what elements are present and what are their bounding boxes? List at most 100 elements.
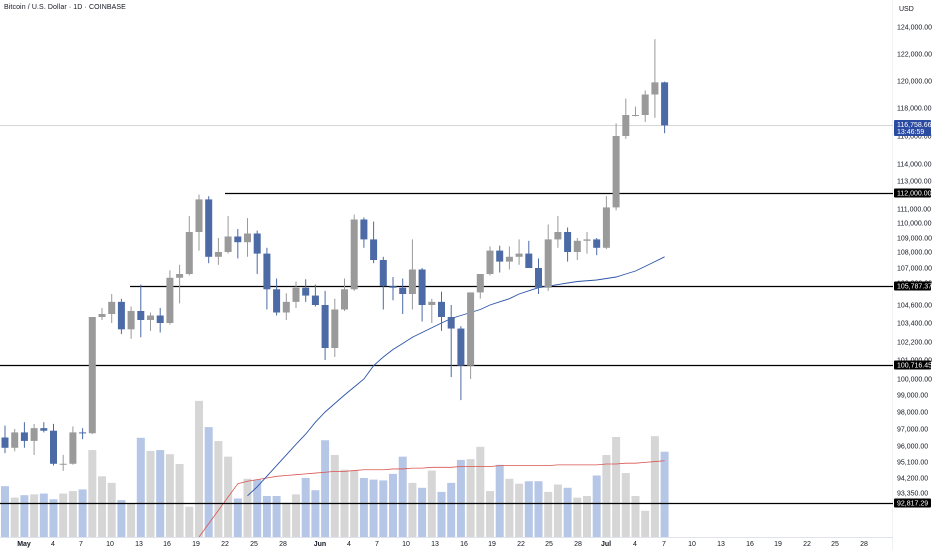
- volume-bar: [505, 478, 514, 537]
- candle-body: [292, 287, 300, 302]
- candle: [408, 239, 416, 310]
- candle-body: [127, 311, 135, 330]
- candle: [98, 308, 106, 320]
- time-tick-label: 25: [250, 541, 258, 548]
- symbol-title: Bitcoin / U.S. Dollar · 1D · COINBASE: [4, 4, 126, 11]
- price-tag-countdown: 13:46:59: [897, 129, 924, 136]
- time-axis[interactable]: May 4 7 10 13 16 19 22 25 28 Jun 4 7 10 13 16 19 22 25 28 Ju…: [17, 541, 868, 548]
- time-tick-label: 10: [106, 541, 114, 548]
- time-tick-label: 25: [545, 541, 553, 548]
- candle-body: [88, 317, 96, 434]
- candle: [321, 290, 329, 360]
- candle-body: [486, 250, 494, 274]
- candle-body: [525, 253, 533, 268]
- volume-bar: [117, 500, 126, 537]
- candle: [593, 238, 601, 256]
- candle: [476, 274, 484, 299]
- time-tick-label: 4: [633, 541, 637, 548]
- volume-bar: [330, 455, 339, 537]
- candle: [282, 293, 290, 320]
- candle: [399, 278, 407, 314]
- time-tick-label: 28: [860, 541, 868, 548]
- candle-body: [253, 233, 261, 254]
- candle-body: [176, 274, 184, 278]
- candle: [389, 277, 397, 301]
- price-tick-label: 118,000.00: [897, 106, 932, 113]
- volume-bar: [107, 482, 116, 537]
- volume-bar: [30, 494, 39, 537]
- price-tick-label: 111,000.00: [897, 207, 931, 214]
- candle-body: [593, 239, 601, 248]
- volume-bar: [486, 491, 494, 537]
- volume-bar: [1, 486, 9, 537]
- volume-bar: [321, 440, 330, 537]
- volume-bar: [408, 482, 417, 537]
- candle: [137, 284, 145, 338]
- candle: [486, 246, 494, 276]
- candle: [156, 308, 164, 333]
- candle: [341, 278, 348, 311]
- candle-body: [117, 301, 125, 330]
- candle: [147, 312, 154, 331]
- candle-body: [156, 315, 164, 323]
- candle-body: [515, 253, 523, 257]
- time-tick-label: 25: [831, 541, 839, 548]
- candle-body: [554, 232, 562, 240]
- candle-body: [632, 115, 639, 116]
- candle: [40, 422, 48, 433]
- price-tick-label: 96,000.00: [897, 444, 928, 451]
- candle-body: [505, 256, 513, 262]
- time-tick-label: 22: [221, 541, 229, 548]
- volume-bar: [136, 437, 145, 537]
- price-ma-layer: [247, 256, 665, 497]
- candle-body: [408, 269, 416, 294]
- candle: [234, 229, 242, 259]
- price-tick-label: 99,000.00: [897, 393, 928, 400]
- candle-body: [195, 199, 203, 232]
- volume-bar: [204, 427, 213, 537]
- time-tick-label: 7: [662, 541, 666, 548]
- candle-body: [564, 232, 572, 252]
- candle-body: [166, 277, 174, 323]
- candle: [311, 284, 319, 307]
- candle-body: [428, 301, 436, 305]
- time-tick-label: 22: [803, 541, 811, 548]
- volume-bar: [165, 454, 174, 537]
- volume-bar: [592, 475, 601, 537]
- volume-ma-layer: [198, 460, 665, 538]
- candle: [20, 422, 28, 448]
- candle-body: [438, 301, 445, 317]
- candle-body: [370, 239, 378, 260]
- volume-bar: [39, 493, 48, 537]
- volume-bar: [68, 491, 77, 537]
- candle: [525, 240, 533, 268]
- volume-layer: [1, 400, 669, 537]
- candle-body: [641, 94, 649, 115]
- volume-ma-line: [198, 460, 665, 538]
- volume-bar: [641, 510, 650, 537]
- candle: [583, 232, 591, 254]
- price-ma-line: [247, 256, 665, 497]
- volume-bar: [78, 489, 87, 537]
- candle: [661, 81, 669, 134]
- candle-body: [457, 328, 465, 366]
- horizontal-lines-layer[interactable]: [0, 125, 893, 505]
- price-tick-label: 107,000.00: [897, 266, 932, 273]
- candle-body: [30, 428, 38, 441]
- volume-bar: [534, 481, 543, 537]
- candle: [651, 39, 659, 118]
- candle: [117, 298, 125, 335]
- volume-bar: [262, 496, 271, 537]
- candles-layer: [1, 39, 669, 471]
- candle-body: [496, 250, 504, 262]
- candle-body: [263, 253, 271, 290]
- candle: [331, 298, 339, 357]
- price-tick-label: 116,000.00: [897, 134, 932, 141]
- candle-body: [573, 240, 581, 252]
- price-axis[interactable]: USD 124,000.00 122,000.00 120,000.00 118,000…: [893, 0, 932, 550]
- candle-body: [205, 199, 213, 257]
- volume-bar: [282, 502, 291, 537]
- time-tick-label: 19: [774, 541, 782, 548]
